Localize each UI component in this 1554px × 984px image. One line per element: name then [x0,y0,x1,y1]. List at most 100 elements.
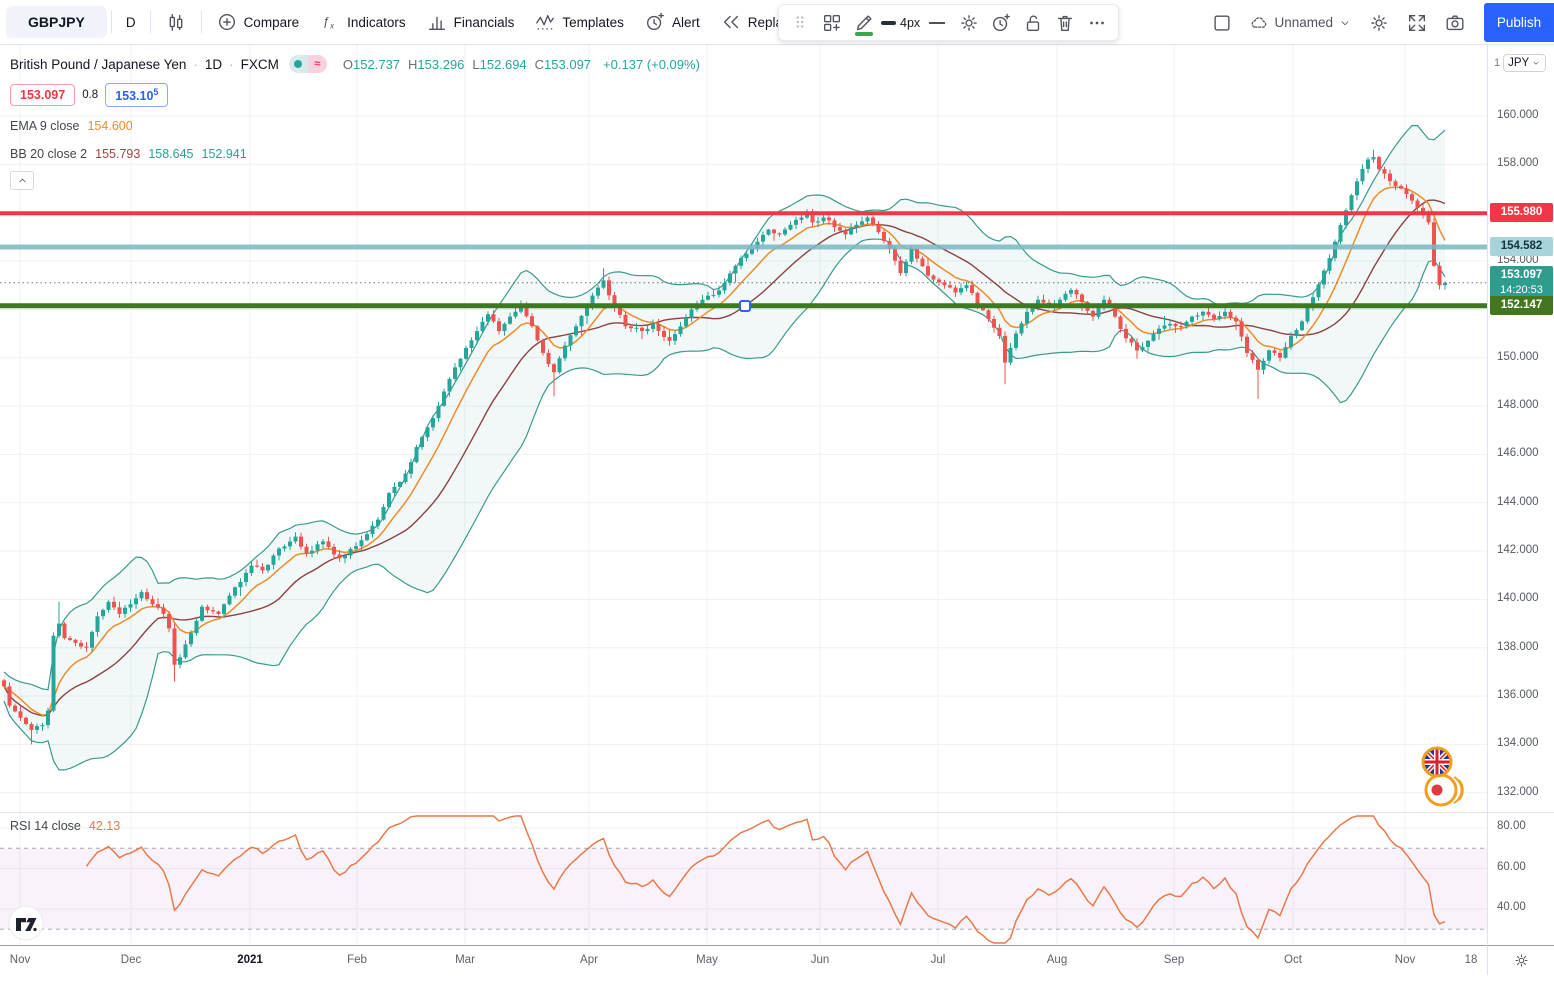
interval-button[interactable]: D [116,9,146,36]
delete-drawing-button[interactable] [1050,8,1080,38]
ema-legend-row[interactable]: EMA 9 close 154.600 [10,116,700,135]
price-axis-header: 1 JPY [1494,54,1547,72]
financials-button-label: Financials [453,14,515,30]
time-axis[interactable]: Nov Dec 2021 Feb Mar Apr May Jun Jul Aug Sep Oct Nov… [0,945,1487,975]
line-style-button[interactable] [922,8,952,38]
time-tick: Jul [930,954,946,966]
change-value: +0.137 (+0.09%) [603,56,700,72]
alert-button[interactable]: Alert [634,5,710,39]
line-style-icon [929,21,946,24]
horizontal-line-handle[interactable] [739,300,751,312]
interval-label: 1D [204,56,223,72]
price-tick: 138.000 [1497,640,1539,653]
indicators-button[interactable]: ƒ x Indicators [309,5,416,39]
rsi-tick: 60.00 [1497,860,1526,873]
chevron-down-icon [1531,58,1541,68]
rsi-legend[interactable]: RSI 14 close 42.13 [10,819,120,833]
time-tick: May [696,954,718,966]
tradingview-logo[interactable] [8,905,44,945]
ask-sup: 5 [153,86,159,97]
drag-dots-icon [791,13,809,33]
add-alert-button[interactable] [986,8,1016,38]
symbol-title-row: British Pound / Japanese Yen · 1D · FXCM… [10,53,700,75]
status-badges: ≈ [288,55,327,73]
financials-button[interactable]: Financials [416,5,525,39]
drag-handle[interactable] [785,8,815,38]
grid-template-button[interactable] [817,8,847,38]
ask-main: 153.10 [115,89,154,104]
candlesticks [2,149,1447,745]
ohlc-values: O152.737 H153.296 L152.694 C153.097 [343,57,591,72]
main-chart-panel[interactable]: British Pound / Japanese Yen · 1D · FXCM… [0,45,1487,812]
fullscreen-icon[interactable] [1406,12,1428,34]
rsi-chart-canvas[interactable] [0,813,1487,945]
time-tick: Nov [1394,954,1416,966]
price-axis[interactable]: 1 JPY 160.000158.000156.000154.000152.00… [1487,45,1554,945]
buy-price-button[interactable]: 153.105 [105,82,169,108]
layout-name-label: Unnamed [1274,15,1333,30]
price-level-label: 153.097 14:20:53 [1490,266,1553,301]
candlestick-chart-icon [165,11,187,33]
chart-legend: British Pound / Japanese Yen · 1D · FXCM… [10,53,700,190]
snapshot-icon[interactable] [1444,12,1466,34]
symbol-title[interactable]: British Pound / Japanese Yen [10,56,187,72]
rsi-panel[interactable]: RSI 14 close 42.13 [0,812,1487,945]
time-tick: Aug [1046,954,1068,966]
time-tick: Mar [455,954,475,966]
bb-label: BB 20 close 2 [10,146,88,161]
svg-text:x: x [329,21,335,30]
bb-upper-value: 158.645 [148,146,194,161]
ohlc-h: H153.296 [408,56,465,72]
currency-button[interactable]: JPY [1503,54,1547,72]
chart-type-button[interactable] [155,5,197,39]
replay-icon [720,11,742,33]
price-tick: 150.000 [1497,350,1539,363]
layout-select-icon[interactable] [1211,12,1233,34]
line-width-label: 4px [900,15,921,30]
bb-legend-row[interactable]: BB 20 close 2 155.793 158.645 152.941 [10,144,700,163]
alert-icon [644,11,666,33]
templates-icon [534,11,556,33]
separator: · [193,56,198,72]
legend-collapse-button[interactable] [10,171,34,190]
drawing-settings-button[interactable] [954,8,984,38]
compare-button[interactable]: Compare [206,5,310,39]
ema-label: EMA 9 close [10,118,80,133]
price-level-label: 155.980 [1490,203,1553,222]
separator: · [229,56,234,72]
more-options-button[interactable] [1082,8,1112,38]
quote-row: 153.097 0.8 153.105 [10,82,700,108]
ellipsis-icon [1086,12,1108,34]
approx-data-icon: ≈ [307,55,327,73]
chart-area: British Pound / Japanese Yen · 1D · FXCM… [0,45,1554,984]
saved-layout-button[interactable]: Unnamed [1249,13,1352,33]
time-tick: Sep [1163,954,1185,966]
axis-settings-icon[interactable] [1513,952,1530,969]
divider [149,11,151,33]
alarm-plus-icon [990,12,1012,34]
price-level-label: 154.582 [1490,237,1553,256]
price-tick: 154.000 [1497,254,1539,267]
panel-separator [1488,812,1554,813]
rsi-tick: 80.00 [1497,820,1526,832]
time-tick: Oct [1284,954,1302,966]
drawing-color-button[interactable] [849,8,879,38]
lock-open-icon [1022,12,1044,34]
compare-button-label: Compare [243,14,300,30]
symbol-button[interactable]: GBPJPY [6,6,107,38]
templates-button[interactable]: Templates [524,5,634,39]
divider [110,11,112,33]
color-swatch [855,31,873,36]
price-chart-canvas[interactable] [0,45,1487,812]
line-width-button[interactable]: 4px [881,8,920,38]
price-level-label: 152.147 [1490,296,1553,315]
price-tick: 144.000 [1497,495,1539,508]
publish-button[interactable]: Publish [1484,3,1554,42]
chart-settings-icon[interactable] [1368,12,1390,34]
sell-price-button[interactable]: 153.097 [10,84,76,106]
lock-drawing-button[interactable] [1018,8,1048,38]
exchange-label: FXCM [240,56,279,72]
pencil-icon [853,12,875,34]
